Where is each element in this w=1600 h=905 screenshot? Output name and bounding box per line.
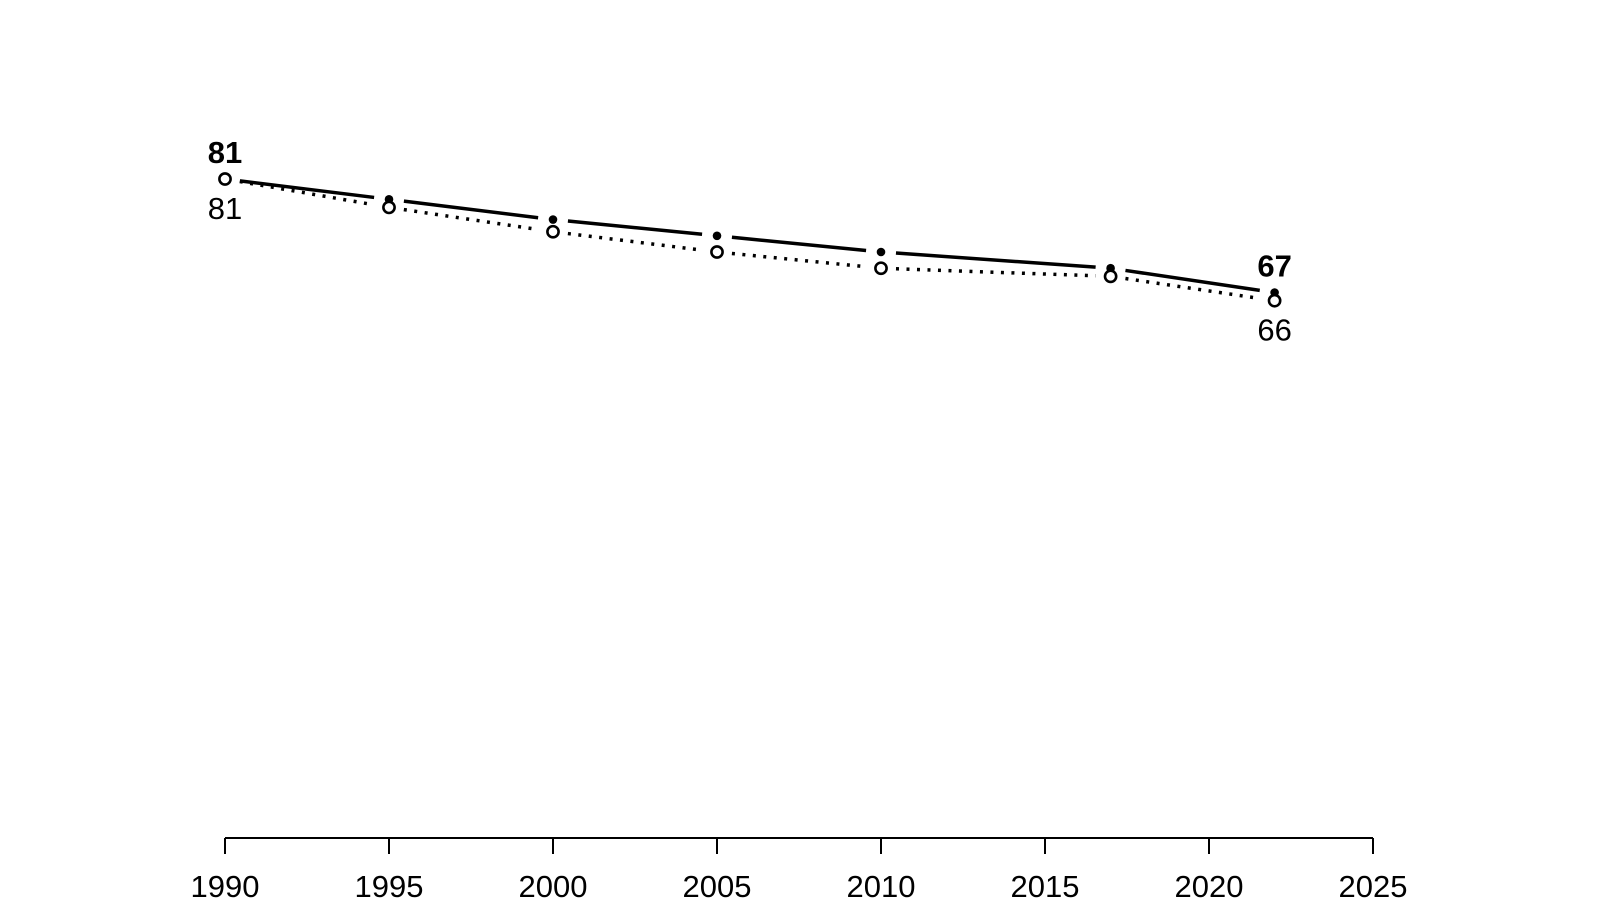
- x-axis-tick-label: 2000: [519, 869, 588, 900]
- series-line-segment: [403, 207, 539, 232]
- data-point-marker-open: [1267, 293, 1282, 308]
- data-point-marker-open: [546, 224, 560, 239]
- x-axis-tick-label: 2015: [1011, 869, 1080, 900]
- data-point-marker-filled: [876, 247, 886, 257]
- series-line-segment: [895, 267, 1096, 278]
- series-line-segment: [239, 179, 375, 207]
- x-axis-tick-label: 2020: [1175, 869, 1244, 900]
- data-point-marker-filled: [548, 215, 558, 224]
- point-label: 66: [1257, 313, 1291, 348]
- series-line-segment: [403, 199, 539, 220]
- data-point-marker-filled: [712, 231, 722, 241]
- series-line-segment: [567, 231, 703, 252]
- point-label: 67: [1257, 249, 1291, 284]
- x-axis-tick-label: 2010: [847, 869, 916, 900]
- series-line-segment: [239, 179, 375, 200]
- data-point-marker-open: [218, 172, 232, 186]
- x-axis-tick-label: 2025: [1339, 869, 1408, 900]
- series-line-segment: [1125, 268, 1261, 293]
- series-line-segment: [567, 219, 703, 237]
- data-point-marker-open: [874, 261, 888, 276]
- data-point-marker-open: [1103, 269, 1118, 284]
- series-line-segment: [1125, 276, 1261, 301]
- series-line-segment: [731, 235, 867, 253]
- series-line-segment: [731, 251, 867, 269]
- data-point-marker-open: [710, 245, 724, 259]
- x-axis-tick-label: 1990: [191, 869, 260, 900]
- x-axis-tick-label: 2005: [683, 869, 752, 900]
- point-label: 81: [208, 135, 242, 170]
- data-point-marker-open: [382, 200, 396, 215]
- x-axis-tick-label: 1995: [355, 869, 424, 900]
- series-line-segment: [895, 251, 1096, 269]
- point-label: 81: [208, 191, 242, 226]
